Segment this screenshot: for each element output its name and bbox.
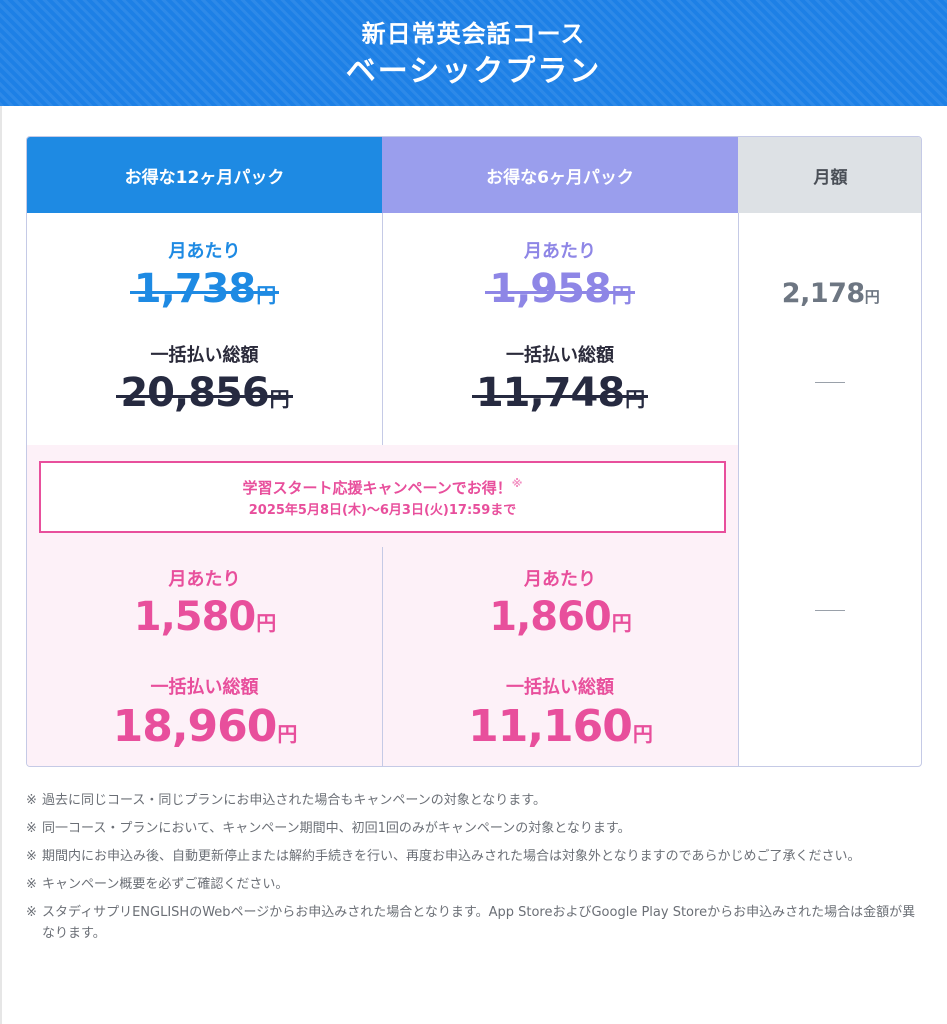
- page-header: 新日常英会話コース ベーシックプラン: [0, 0, 947, 106]
- regular-12-total-price: 20,856円: [116, 370, 294, 416]
- note-item: ※ 期間内にお申込み後、自動更新停止または解約手続きを行い、再度お申込みされた場合…: [26, 846, 926, 867]
- campaign-period: 2025年5月8日(木)〜6月3日(火)17:59まで: [248, 503, 517, 518]
- plan-title: ベーシックプラン: [345, 54, 602, 89]
- column-header-6-month: お得な6ヶ月パック: [382, 137, 738, 213]
- regular-6-total-price: 11,748円: [471, 370, 649, 416]
- note-item: ※ キャンペーン概要を必ずご確認ください。: [26, 874, 926, 895]
- total-label: 一括払い総額: [150, 677, 259, 698]
- note-text: 過去に同じコース・同じプランにお申込された場合もキャンペーンの対象となります。: [42, 793, 547, 808]
- total-label: 一括払い総額: [506, 345, 614, 366]
- regular-12-total: 一括払い総額 20,856円: [27, 341, 382, 413]
- column-divider: [738, 213, 739, 766]
- column-divider: [382, 213, 383, 445]
- campaign-note-mark: ※: [511, 477, 523, 490]
- campaign-12-total-price: 18,960円: [112, 701, 298, 752]
- note-text: 期間内にお申込み後、自動更新停止または解約手続きを行い、再度お申込みされた場合は…: [42, 849, 861, 864]
- campaign-title: 学習スタート応援キャンペーンでお得！: [242, 479, 512, 497]
- note-mark: ※: [26, 905, 37, 920]
- page-edge: [0, 106, 2, 1024]
- note-text: 同一コース・プランにおいて、キャンペーン期間中、初回1回のみがキャンペーンの対象…: [42, 821, 631, 836]
- campaign-12-total: 一括払い総額 18,960円: [27, 673, 382, 749]
- pricing-table: お得な12ヶ月パック お得な6ヶ月パック 月額 月あたり 1,738円 一括払い…: [26, 136, 922, 767]
- campaign-6-total-price: 11,160円: [468, 701, 653, 752]
- note-text: スタディサプリENGLISHのWebページからお申込みされた場合となります。Ap…: [42, 905, 916, 941]
- campaign-6-per-month-price: 1,860円: [489, 594, 632, 640]
- campaign-6-per-month: 月あたり 1,860円: [382, 565, 738, 637]
- regular-12-per-month-price: 1,738円: [129, 266, 279, 312]
- campaign-banner: 学習スタート応援キャンペーンでお得！※ 2025年5月8日(木)〜6月3日(火)…: [39, 461, 726, 533]
- regular-6-total: 一括払い総額 11,748円: [382, 341, 738, 413]
- per-month-label: 月あたり: [524, 241, 596, 262]
- note-mark: ※: [26, 849, 37, 864]
- regular-12-per-month: 月あたり 1,738円: [27, 237, 382, 309]
- monthly-not-applicable-dash: [815, 382, 845, 383]
- note-item: ※ 同一コース・プランにおいて、キャンペーン期間中、初回1回のみがキャンペーンの対…: [26, 818, 926, 839]
- column-header-monthly: 月額: [738, 137, 921, 213]
- notes-list: ※ 過去に同じコース・同じプランにお申込された場合もキャンペーンの対象となります。…: [26, 790, 926, 951]
- per-month-label: 月あたり: [168, 241, 241, 262]
- note-mark: ※: [26, 793, 37, 808]
- campaign-6-total: 一括払い総額 11,160円: [382, 673, 738, 749]
- column-header-12-month: お得な12ヶ月パック: [27, 137, 382, 213]
- note-mark: ※: [26, 821, 37, 836]
- note-item: ※ スタディサプリENGLISHのWebページからお申込みされた場合となります。A…: [26, 902, 926, 944]
- per-month-label: 月あたり: [168, 569, 241, 590]
- total-label: 一括払い総額: [150, 345, 259, 366]
- campaign-12-per-month: 月あたり 1,580円: [27, 565, 382, 637]
- regular-6-per-month-price: 1,958円: [485, 266, 635, 312]
- monthly-price: 2,178円: [781, 278, 880, 309]
- total-label: 一括払い総額: [506, 677, 614, 698]
- course-title: 新日常英会話コース: [361, 20, 586, 48]
- campaign-12-per-month-price: 1,580円: [133, 594, 277, 640]
- note-text: キャンペーン概要を必ずご確認ください。: [42, 877, 289, 892]
- note-item: ※ 過去に同じコース・同じプランにお申込された場合もキャンペーンの対象となります。: [26, 790, 926, 811]
- regular-6-per-month: 月あたり 1,958円: [382, 237, 738, 309]
- monthly-not-applicable-dash: [815, 610, 845, 611]
- per-month-label: 月あたり: [524, 569, 596, 590]
- note-mark: ※: [26, 877, 37, 892]
- column-divider: [382, 547, 383, 766]
